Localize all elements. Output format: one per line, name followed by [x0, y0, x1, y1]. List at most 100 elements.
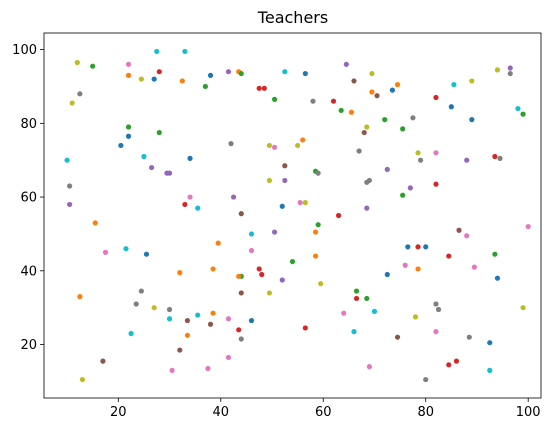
data-point-30 [374, 93, 380, 99]
data-point-47 [469, 117, 475, 123]
data-point-1 [90, 63, 96, 69]
data-point-83 [187, 194, 193, 200]
data-point-2 [125, 61, 132, 67]
chart-title: Teachers [257, 8, 328, 27]
data-point-66 [356, 148, 362, 154]
data-point-156 [351, 329, 357, 335]
data-point-97 [364, 205, 370, 211]
data-point-7 [125, 72, 132, 78]
data-point-129 [166, 306, 173, 313]
data-point-151 [341, 310, 347, 316]
data-point-158 [412, 314, 419, 320]
data-point-16 [238, 70, 244, 77]
data-point-98 [102, 249, 109, 255]
data-point-125 [77, 294, 83, 300]
data-point-155 [371, 308, 378, 314]
data-point-22 [310, 98, 316, 104]
data-point-34 [364, 124, 370, 130]
data-point-33 [382, 117, 388, 123]
data-point-88 [266, 177, 273, 184]
data-point-139 [266, 290, 273, 296]
data-point-41 [469, 78, 475, 84]
data-point-133 [195, 312, 201, 318]
data-point-89 [282, 177, 288, 184]
data-point-81 [92, 220, 98, 226]
data-point-72 [417, 157, 424, 163]
data-point-120 [464, 233, 470, 239]
data-point-75 [433, 181, 439, 187]
data-point-168 [423, 376, 429, 383]
data-point-109 [312, 253, 319, 259]
data-point-40 [451, 82, 457, 88]
data-point-76 [464, 157, 470, 163]
data-point-123 [494, 275, 501, 281]
data-point-90 [271, 229, 278, 235]
data-point-141 [184, 332, 191, 338]
data-point-4 [182, 48, 188, 55]
data-point-112 [405, 244, 411, 250]
data-point-58 [228, 141, 234, 147]
data-point-127 [138, 288, 144, 294]
data-point-10 [156, 69, 162, 75]
data-point-99 [123, 246, 129, 252]
data-point-42 [494, 67, 501, 73]
data-point-169 [520, 305, 526, 311]
data-point-140 [128, 330, 134, 337]
data-point-62 [295, 142, 301, 149]
data-point-82 [182, 201, 188, 208]
data-point-142 [177, 347, 183, 353]
data-point-24 [343, 61, 349, 67]
data-point-25 [351, 78, 357, 84]
data-point-144 [238, 336, 244, 342]
data-point-54 [149, 164, 155, 171]
data-point-135 [207, 321, 214, 327]
data-point-153 [353, 295, 360, 302]
data-point-78 [497, 155, 503, 161]
data-point-166 [487, 367, 493, 373]
data-point-91 [279, 203, 285, 209]
data-point-138 [248, 317, 255, 324]
data-point-31 [338, 107, 344, 114]
data-point-114 [423, 244, 429, 250]
data-point-130 [177, 270, 183, 276]
data-point-8 [138, 76, 144, 82]
data-point-5 [69, 100, 75, 106]
data-point-167 [366, 364, 372, 370]
data-point-59 [266, 142, 273, 149]
data-point-136 [225, 316, 232, 322]
data-point-6 [77, 91, 83, 97]
x-tick-label-3: 80 [417, 405, 434, 420]
data-point-43 [507, 65, 513, 71]
data-point-32 [348, 109, 355, 115]
data-point-53 [156, 129, 162, 136]
data-point-143 [236, 327, 242, 333]
data-point-134 [210, 310, 216, 316]
data-point-118 [446, 253, 452, 259]
data-point-80 [67, 201, 73, 208]
data-point-110 [318, 281, 324, 287]
data-point-150 [302, 325, 308, 331]
data-point-9 [151, 76, 157, 82]
data-point-165 [453, 358, 460, 364]
data-point-157 [394, 334, 401, 340]
data-point-162 [466, 334, 472, 340]
data-point-160 [435, 306, 442, 313]
data-point-116 [415, 266, 421, 272]
data-point-52 [141, 153, 147, 160]
data-point-36 [400, 126, 406, 132]
data-point-57 [187, 155, 193, 161]
data-point-86 [238, 211, 244, 217]
y-axis: 20 40 60 80 100 [12, 43, 44, 353]
data-point-121 [471, 264, 477, 270]
data-point-163 [487, 340, 493, 346]
data-point-28 [394, 82, 401, 88]
data-point-27 [389, 87, 396, 93]
data-point-117 [384, 271, 390, 278]
data-point-44 [507, 70, 513, 77]
data-point-45 [515, 105, 521, 112]
data-point-0 [74, 59, 80, 66]
data-point-115 [402, 262, 408, 268]
data-point-73 [433, 150, 439, 156]
data-point-14 [225, 69, 232, 75]
